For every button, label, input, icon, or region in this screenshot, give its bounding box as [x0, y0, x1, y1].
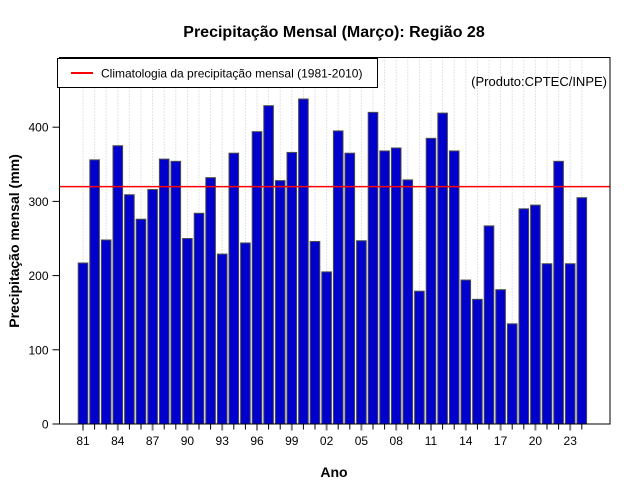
bar-2009: [402, 179, 414, 425]
bar-2013: [448, 150, 460, 425]
x-tick-label: 23: [564, 434, 578, 448]
legend-box: [57, 58, 378, 88]
bar-1995: [240, 242, 251, 425]
bar-2014: [460, 279, 472, 425]
bar-2008: [390, 147, 402, 425]
legend: Climatologia da precipitação mensal (198…: [57, 58, 378, 88]
bar-1987: [147, 189, 158, 425]
bar-1996: [251, 131, 263, 425]
x-tick-label: 05: [355, 434, 369, 448]
x-tick-label: 99: [285, 434, 299, 448]
bar-2023: [564, 263, 576, 425]
x-tick-label: 87: [146, 434, 160, 448]
bar-1984: [112, 145, 124, 425]
bar-1985: [124, 194, 135, 425]
bar-2016: [483, 225, 495, 425]
bar-series: [77, 98, 588, 425]
bar-2022: [553, 160, 564, 425]
bar-1983: [100, 239, 112, 425]
x-tick-label: 96: [250, 434, 264, 448]
bar-2020: [530, 204, 541, 425]
x-tick-label: 90: [181, 434, 195, 448]
x-tick-label: 20: [529, 434, 543, 448]
bar-1990: [182, 238, 193, 425]
x-tick-label: 81: [76, 434, 90, 448]
bar-2019: [518, 208, 530, 425]
y-tick-label: 400: [28, 121, 48, 135]
bar-1981: [77, 262, 89, 425]
bar-1994: [228, 152, 240, 425]
bar-2024: [576, 197, 588, 425]
y-tick-label: 0: [42, 418, 49, 432]
legend-label: Climatologia da precipitação mensal (198…: [101, 67, 362, 81]
x-axis: 81 84 87 90 93 96 99 02 05 08 11 14 17 20 23: [76, 424, 583, 448]
chart-title: Precipitação Mensal (Março): Região 28: [183, 24, 485, 41]
x-tick-label: 02: [320, 434, 334, 448]
x-tick-label: 11: [425, 434, 438, 448]
x-tick-label: 08: [390, 434, 404, 448]
bar-2012: [437, 112, 448, 425]
bar-2015: [472, 298, 483, 425]
x-tick-label: 17: [494, 434, 508, 448]
bar-2002: [321, 271, 332, 425]
bar-2004: [344, 152, 356, 425]
watermark-text: (Produto:CPTEC/INPE): [471, 74, 607, 89]
bar-1991: [193, 212, 205, 425]
bar-2003: [332, 130, 344, 425]
x-tick-label: 93: [216, 434, 230, 448]
bar-2010: [414, 290, 425, 425]
bar-2001: [309, 240, 321, 425]
bar-2007: [379, 150, 390, 425]
y-tick-label: 200: [28, 269, 48, 283]
bar-2005: [356, 240, 367, 425]
bar-2017: [495, 289, 506, 425]
y-tick-label: 100: [28, 343, 48, 357]
bar-2006: [367, 111, 379, 425]
y-axis-title: Precipitação mensal (mm): [6, 154, 22, 328]
y-axis: 0 100 200 300 400: [28, 121, 60, 432]
bar-1993: [216, 253, 228, 425]
bar-1998: [274, 180, 286, 425]
bar-2021: [541, 263, 553, 425]
x-tick-label: 84: [111, 434, 125, 448]
bar-1992: [205, 177, 216, 425]
x-tick-label: 14: [459, 434, 473, 448]
bar-1997: [263, 105, 274, 425]
y-tick-label: 300: [28, 195, 48, 209]
plot-border: [59, 57, 611, 425]
bar-2011: [425, 137, 437, 425]
x-axis-title: Ano: [320, 464, 347, 480]
bar-1988: [158, 158, 170, 425]
bar-1999: [286, 151, 298, 425]
bar-1986: [135, 218, 147, 425]
bar-1982: [89, 159, 100, 425]
bar-2000: [298, 98, 309, 425]
bar-2018: [506, 323, 518, 425]
bar-1989: [170, 160, 182, 425]
